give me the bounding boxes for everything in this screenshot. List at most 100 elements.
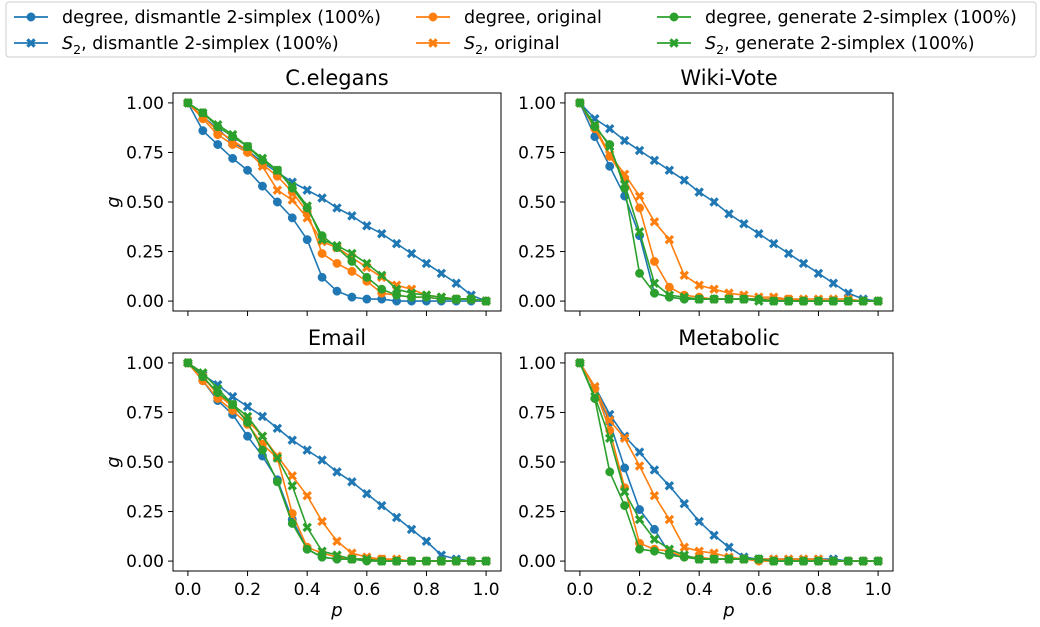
y-tick-label: 0.75 [518, 143, 556, 163]
data-point [634, 514, 645, 525]
data-point [634, 191, 645, 201]
data-point [198, 368, 208, 378]
data-point [649, 278, 660, 288]
series-line [187, 362, 487, 562]
data-point [227, 391, 238, 402]
data-point [768, 556, 779, 566]
subplots: C.elegans 0.00 0.25 0.50 0.75 1.00 g Wiki-Vote 0… [103, 66, 894, 621]
legend: degree, dismantle 2-simplex (100%)S2, di… [5, 1, 1037, 58]
series-line [579, 102, 879, 302]
series-line [579, 362, 879, 562]
data-point [604, 415, 615, 426]
data-point [272, 165, 283, 176]
y-tick-label: 0.25 [126, 503, 164, 523]
series-line [579, 102, 879, 302]
subplot-title: Metabolic [678, 326, 780, 350]
x-tick-label: 1.0 [473, 580, 500, 600]
data-point [272, 477, 282, 487]
data-point [828, 278, 839, 288]
data-point [391, 238, 402, 249]
data-point [634, 447, 645, 457]
data-point [783, 248, 794, 259]
data-point [317, 193, 327, 203]
y-tick-label: 0.25 [126, 243, 164, 263]
legend-symbol: S [705, 34, 716, 54]
x-tick-label: 0.0 [174, 580, 201, 600]
data-point [858, 556, 868, 566]
data-point [590, 119, 600, 130]
data-point [650, 524, 659, 534]
legend-frame [5, 1, 1037, 58]
data-point [694, 554, 704, 564]
data-point [242, 401, 253, 412]
legend-label: S2, dismantle 2-simplex (100%) [62, 34, 339, 57]
series-line [187, 362, 487, 562]
y-tick-label: 1.00 [518, 94, 556, 114]
data-point [604, 433, 615, 443]
data-point [287, 195, 298, 205]
data-point [768, 238, 779, 249]
y-axis-label: g [103, 196, 124, 207]
data-point [724, 294, 734, 304]
data-point [451, 278, 462, 288]
y-tick-label: 1.00 [126, 354, 164, 374]
data-point [873, 556, 883, 566]
data-point [679, 292, 690, 302]
series [183, 358, 491, 566]
data-point [332, 258, 342, 268]
series [183, 358, 491, 566]
y-tick-label: 0.75 [518, 403, 556, 423]
data-point [317, 516, 327, 527]
data-point [272, 423, 283, 434]
legend-entry: S2, generate 2-simplex (100%) [657, 34, 975, 57]
legend-marker [428, 38, 438, 48]
data-point [635, 203, 644, 213]
series [575, 358, 883, 566]
data-point [272, 453, 283, 463]
x-tick-label: 0.6 [353, 580, 380, 600]
y-tick-label: 0.25 [518, 243, 556, 263]
data-point [332, 536, 342, 547]
data-point [604, 141, 615, 152]
data-point [332, 286, 342, 296]
data-point [649, 155, 660, 166]
data-point [754, 554, 764, 564]
subplot: Email 0.00 0.25 0.50 0.75 1.00 0.0 0.2 0.4 0.6 0.8… [103, 326, 502, 621]
data-point [421, 536, 432, 547]
data-point [377, 284, 387, 294]
legend-marker [428, 12, 438, 22]
data-point [590, 391, 600, 402]
series-line [187, 362, 487, 562]
legend-marker [669, 12, 679, 22]
data-point [317, 249, 327, 258]
data-point [406, 248, 417, 259]
data-point [481, 556, 491, 566]
data-point [376, 228, 387, 239]
series-line [579, 102, 879, 302]
legend-label: S2, generate 2-simplex (100%) [705, 34, 975, 57]
series [183, 358, 491, 566]
data-point [694, 294, 704, 304]
legend-subscript: 2 [475, 42, 483, 57]
data-point [243, 165, 252, 175]
data-point [287, 213, 297, 223]
data-point [406, 288, 417, 298]
data-point [575, 358, 585, 368]
data-point [451, 556, 462, 566]
data-point [481, 296, 491, 306]
y-tick-label: 1.00 [126, 94, 164, 114]
legend-subscript: 2 [716, 42, 724, 57]
data-point [317, 455, 327, 465]
data-point [649, 465, 660, 475]
data-point [619, 433, 630, 443]
y-tick-label: 0.50 [518, 453, 556, 473]
data-point [406, 556, 417, 566]
series [575, 98, 883, 306]
data-point [362, 258, 372, 269]
data-point [227, 129, 238, 140]
series-line [187, 362, 487, 562]
data-point [694, 280, 704, 290]
data-point [332, 203, 342, 213]
legend-marker [26, 38, 36, 48]
series-group [183, 98, 491, 306]
